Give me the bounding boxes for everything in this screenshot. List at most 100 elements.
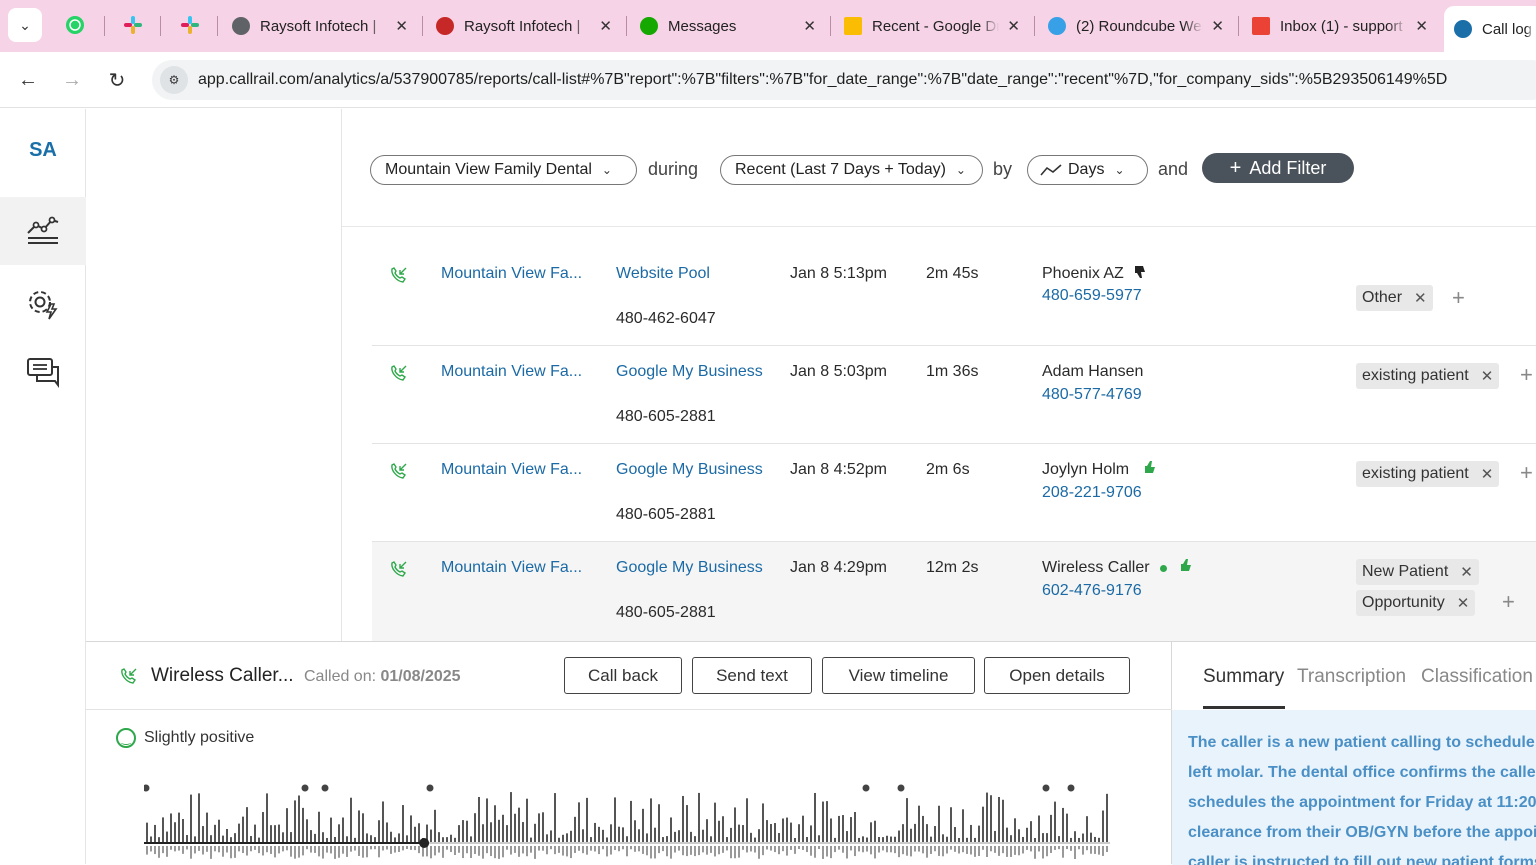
call-audio-waveform[interactable] <box>144 782 1110 865</box>
thumbs-down-icon[interactable] <box>1132 264 1148 280</box>
call-back-button[interactable]: Call back <box>564 657 682 694</box>
caller-number-link[interactable]: 480-577-4769 <box>1042 386 1142 403</box>
keyword-marker[interactable] <box>897 784 905 792</box>
thumbs-up-icon[interactable] <box>1178 557 1194 573</box>
add-tag-button[interactable]: + <box>1520 362 1533 387</box>
pinned-tab-slack-1[interactable] <box>118 10 148 40</box>
table-row[interactable]: Mountain View Fa... Website Pool 480-462… <box>372 248 1536 346</box>
pinned-tab-slack-2[interactable] <box>175 10 205 40</box>
remove-tag-icon[interactable]: ✕ <box>1460 564 1473 581</box>
gmail-icon <box>1252 17 1270 35</box>
waveform-bar <box>342 817 344 842</box>
caller-number-link[interactable]: 480-659-5977 <box>1042 287 1142 304</box>
caller-number-link[interactable]: 602-476-9176 <box>1042 582 1142 599</box>
source-link[interactable]: Website Pool <box>616 265 710 282</box>
account-logo[interactable]: SA <box>29 139 57 161</box>
date-range-dropdown[interactable]: Recent (Last 7 Days + Today) ⌄ <box>720 155 983 185</box>
waveform-bar <box>546 846 548 855</box>
tab-summary[interactable]: Summary <box>1203 666 1285 687</box>
waveform-bar <box>1106 846 1108 853</box>
view-timeline-button[interactable]: View timeline <box>822 657 975 694</box>
close-tab-icon[interactable]: ✕ <box>1415 18 1428 35</box>
add-tag-button[interactable]: + <box>1452 285 1465 310</box>
table-row[interactable]: Mountain View Fa... Google My Business 4… <box>372 346 1536 444</box>
site-info-icon[interactable]: ⚙ <box>160 66 188 94</box>
caller-number-link[interactable]: 208-221-9706 <box>1042 484 1142 501</box>
source-link[interactable]: Google My Business <box>616 461 763 478</box>
url-text[interactable]: app.callrail.com/analytics/a/537900785/r… <box>198 71 1448 88</box>
company-link[interactable]: Mountain View Fa... <box>441 559 583 576</box>
source-link[interactable]: Google My Business <box>616 559 763 576</box>
thumbs-up-icon[interactable] <box>1142 459 1158 475</box>
remove-tag-icon[interactable]: ✕ <box>1480 368 1494 385</box>
company-link[interactable]: Mountain View Fa... <box>441 265 583 282</box>
waveform-bar <box>990 846 992 852</box>
pinned-tab-whatsapp[interactable] <box>60 10 90 40</box>
company-link[interactable]: Mountain View Fa... <box>441 363 583 380</box>
close-tab-icon[interactable]: ✕ <box>803 18 816 35</box>
browser-tab[interactable]: Messages ✕ <box>630 6 826 46</box>
keyword-marker[interactable] <box>1042 784 1050 792</box>
close-tab-icon[interactable]: ✕ <box>1007 18 1020 35</box>
add-filter-button[interactable]: + Add Filter <box>1202 153 1354 183</box>
sidebar-item-analytics[interactable] <box>0 197 86 265</box>
close-tab-icon[interactable]: ✕ <box>395 18 408 35</box>
sidebar-item-conversations[interactable] <box>0 338 86 406</box>
interval-dropdown[interactable]: Days ⌄ <box>1027 155 1148 185</box>
keyword-marker[interactable] <box>301 784 309 792</box>
add-tag-button[interactable]: + <box>1502 589 1515 614</box>
waveform-bar <box>170 813 172 842</box>
keyword-marker[interactable] <box>144 784 150 792</box>
open-details-button[interactable]: Open details <box>984 657 1130 694</box>
address-bar[interactable]: ⚙ app.callrail.com/analytics/a/537900785… <box>152 60 1536 100</box>
sidebar-item-settings[interactable] <box>0 270 86 338</box>
waveform-bar <box>382 846 384 851</box>
waveform-bar <box>962 846 964 853</box>
tab-classification[interactable]: Classification <box>1421 666 1533 687</box>
table-row[interactable]: Mountain View Fa... Google My Business 4… <box>372 444 1536 542</box>
waveform-bar <box>606 846 608 857</box>
waveform-bar <box>382 801 384 842</box>
company-link[interactable]: Mountain View Fa... <box>441 461 583 478</box>
source-link[interactable]: Google My Business <box>616 363 763 380</box>
browser-tab[interactable]: Inbox (1) - support ✕ <box>1242 6 1438 46</box>
reload-button[interactable]: ↻ <box>101 64 133 96</box>
company-filter-dropdown[interactable]: Mountain View Family Dental ⌄ <box>370 155 637 185</box>
remove-tag-icon[interactable]: ✕ <box>1480 466 1494 483</box>
keyword-marker[interactable] <box>321 784 329 792</box>
browser-tab[interactable]: Raysoft Infotech | ✕ <box>426 6 622 46</box>
waveform-bar <box>150 846 152 852</box>
browser-tab-active[interactable]: Call log <box>1444 6 1536 52</box>
remove-tag-icon[interactable]: ✕ <box>1414 290 1427 307</box>
waveform-bar <box>822 801 824 842</box>
playback-scrubber[interactable] <box>419 838 430 848</box>
browser-tab[interactable]: Raysoft Infotech | ✕ <box>222 6 418 46</box>
waveform-bar <box>482 824 484 842</box>
close-tab-icon[interactable]: ✕ <box>599 18 612 35</box>
tab-search-button[interactable]: ⌄ <box>8 8 42 42</box>
waveform-bar <box>814 792 816 842</box>
add-tag-button[interactable]: + <box>1520 460 1533 485</box>
keyword-marker[interactable] <box>426 784 434 792</box>
waveform-bar <box>826 801 828 842</box>
waveform-bar <box>1034 837 1036 842</box>
browser-tab[interactable]: Recent - Google Dri ✕ <box>834 6 1030 46</box>
tab-transcription[interactable]: Transcription <box>1297 666 1407 687</box>
remove-tag-icon[interactable]: ✕ <box>1456 595 1470 612</box>
table-row-selected[interactable]: Mountain View Fa... Google My Business 4… <box>372 542 1536 641</box>
waveform-bar <box>942 846 944 857</box>
waveform-bar <box>542 812 544 842</box>
close-tab-icon[interactable]: ✕ <box>1211 18 1224 35</box>
send-text-button[interactable]: Send text <box>692 657 812 694</box>
waveform-bar <box>370 846 372 850</box>
waveform-bar <box>918 846 920 852</box>
forward-button[interactable]: → <box>56 64 88 96</box>
waveform-bar <box>466 820 468 842</box>
keyword-marker[interactable] <box>1067 784 1075 792</box>
waveform-bar <box>618 826 620 842</box>
back-button[interactable]: ← <box>12 64 44 96</box>
waveform-bar <box>710 836 712 842</box>
browser-tab[interactable]: (2) Roundcube Web ✕ <box>1038 6 1234 46</box>
keyword-marker[interactable] <box>862 784 870 792</box>
waveform-bar <box>778 846 780 855</box>
